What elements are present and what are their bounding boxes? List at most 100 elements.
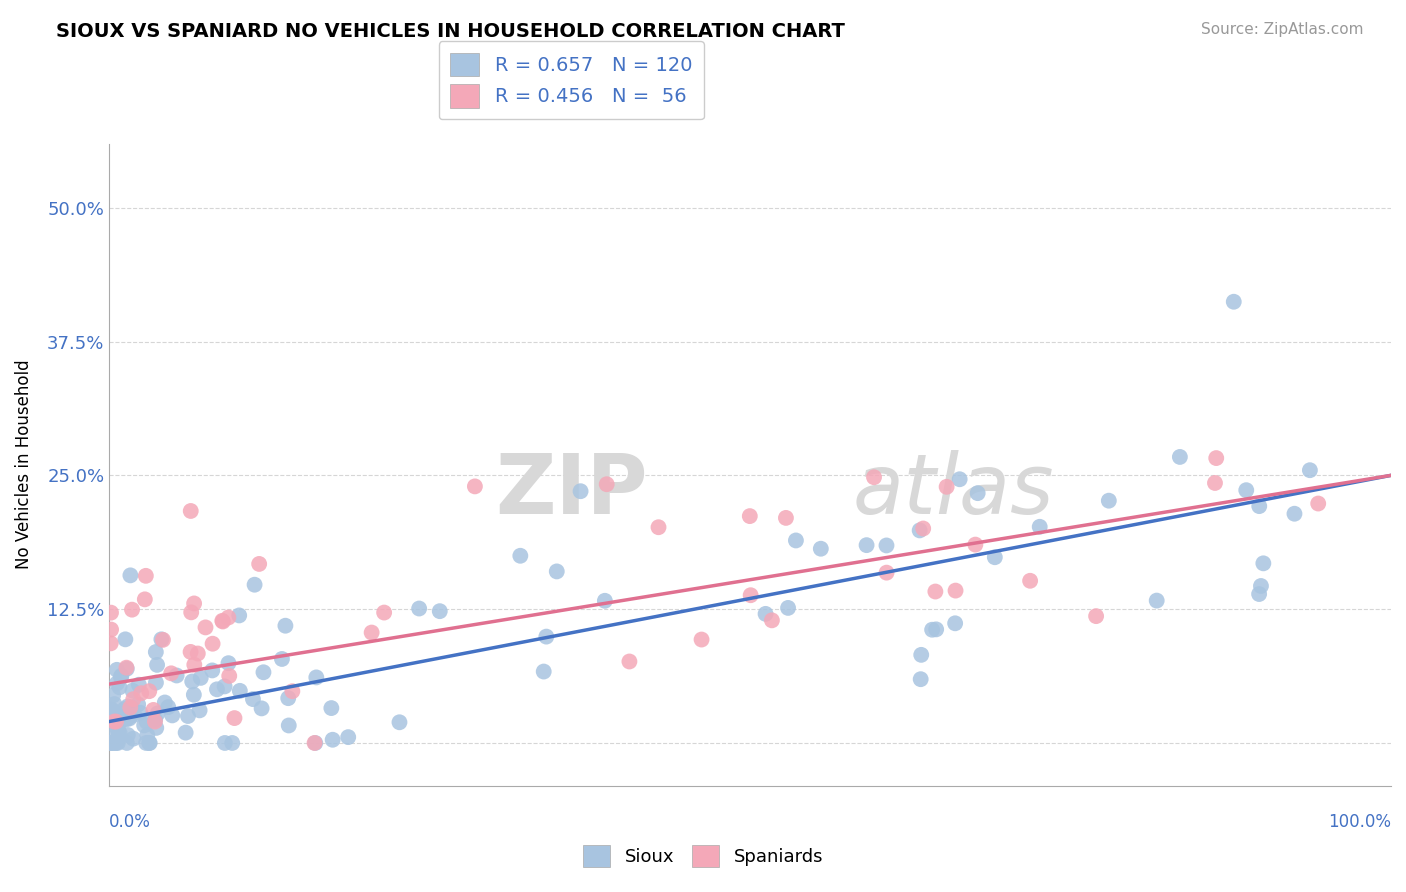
Point [103,706,125,720]
Point [98,736,121,750]
Point [876,566,898,580]
Point [924,584,946,599]
Text: SIOUX VS SPANIARD NO VEHICLES IN HOUSEHOLD CORRELATION CHART: SIOUX VS SPANIARD NO VEHICLES IN HOUSEHO… [56,22,845,41]
Point [211,614,233,628]
Point [121,602,143,616]
Point [101,703,124,717]
Point [943,616,966,631]
Point [242,692,264,706]
Point [143,713,166,727]
Point [224,711,246,725]
Point [217,610,239,624]
Point [1204,475,1226,490]
Point [277,718,299,732]
Point [124,707,146,722]
Point [190,671,212,685]
Point [105,714,128,729]
Point [138,736,160,750]
Point [1284,507,1306,521]
Point [183,597,205,611]
Point [281,684,304,698]
Point [321,701,343,715]
Point [205,682,228,697]
Point [908,524,931,538]
Point [138,684,160,698]
Point [228,608,250,623]
Point [105,676,128,690]
Point [100,636,122,650]
Y-axis label: No Vehicles in Household: No Vehicles in Household [15,359,32,569]
Point [110,714,132,729]
Point [104,736,127,750]
Point [181,674,204,689]
Point [1098,493,1121,508]
Point [134,718,156,732]
Point [1028,520,1050,534]
Point [121,683,143,698]
Point [619,655,641,669]
Point [1222,294,1244,309]
Point [145,675,167,690]
Point [211,615,233,629]
Point [925,623,948,637]
Point [810,541,832,556]
Point [201,664,224,678]
Point [949,472,972,486]
Point [373,606,395,620]
Point [117,711,139,725]
Point [121,700,143,714]
Point [180,504,202,518]
Point [945,583,967,598]
Point [177,709,200,723]
Point [921,623,943,637]
Point [1249,587,1271,601]
Point [166,668,188,682]
Point [183,657,205,672]
Point [150,632,173,647]
Point [136,728,159,742]
Legend: Sioux, Spaniards: Sioux, Spaniards [575,838,831,874]
Legend: R = 0.657   N = 120, R = 0.456   N =  56: R = 0.657 N = 120, R = 0.456 N = 56 [439,41,704,120]
Point [408,601,430,615]
Point [180,645,202,659]
Point [304,736,326,750]
Point [1085,609,1108,624]
Point [117,699,139,714]
Point [337,730,360,744]
Point [761,613,783,627]
Point [103,714,125,729]
Point [187,647,209,661]
Point [910,648,932,662]
Point [129,706,152,720]
Point [188,703,211,717]
Point [153,696,176,710]
Point [152,632,174,647]
Point [100,703,122,717]
Point [114,632,136,647]
Point [107,736,129,750]
Point [593,594,616,608]
Point [775,511,797,525]
Point [115,661,138,675]
Point [596,477,619,491]
Point [647,520,669,534]
Point [1299,463,1322,477]
Point [1250,579,1272,593]
Point [107,730,129,744]
Point [429,604,451,618]
Point [250,701,273,715]
Point [252,665,274,680]
Point [690,632,713,647]
Point [100,606,122,620]
Point [145,721,167,735]
Point [122,692,145,706]
Point [146,706,169,721]
Point [104,736,127,750]
Point [127,698,149,712]
Point [277,691,299,706]
Point [100,727,122,741]
Point [984,550,1007,565]
Point [100,736,122,750]
Text: ZIP: ZIP [495,450,648,531]
Point [274,618,297,632]
